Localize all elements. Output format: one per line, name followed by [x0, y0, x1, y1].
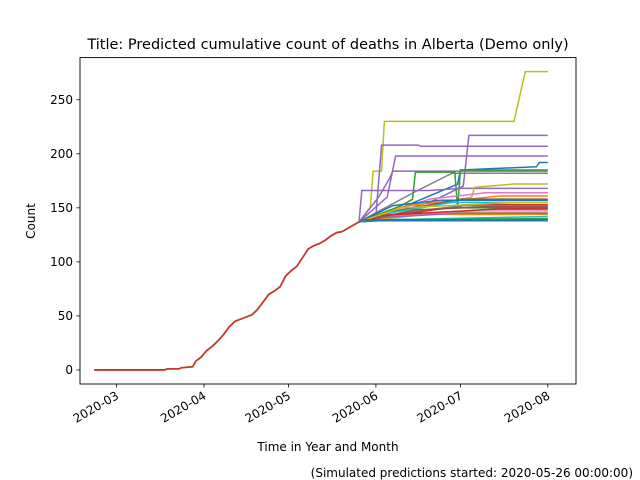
- x-axis-label: Time in Year and Month: [256, 440, 398, 454]
- y-tick-label: 250: [50, 93, 73, 107]
- series-group: [358, 70, 548, 223]
- chart-title: Title: Predicted cumulative count of dea…: [86, 37, 568, 53]
- footnote: (Simulated predictions started: 2020-05-…: [311, 466, 633, 480]
- observed-line: [94, 221, 360, 371]
- prediction-line-28: [358, 201, 548, 223]
- y-tick-label: 200: [50, 147, 73, 161]
- prediction-line-1: [358, 70, 548, 223]
- y-tick-label: 50: [58, 309, 73, 323]
- y-tick-label: 150: [50, 201, 73, 215]
- y-tick-label: 0: [65, 363, 73, 377]
- prediction-line-4: [358, 155, 548, 223]
- prediction-line-24: [358, 206, 548, 223]
- plot-frame: [79, 57, 577, 385]
- prediction-line-6: [358, 170, 548, 223]
- y-axis: 0 50 100 150 200 250: [50, 93, 80, 377]
- prediction-line-15: [358, 199, 548, 223]
- prediction-line-29: [358, 218, 548, 223]
- y-axis-label: Count: [24, 203, 38, 239]
- y-tick-label: 100: [50, 255, 73, 269]
- observed-series-group: [94, 221, 360, 371]
- prediction-line-7: [358, 172, 548, 223]
- prediction-line-9: [358, 187, 548, 222]
